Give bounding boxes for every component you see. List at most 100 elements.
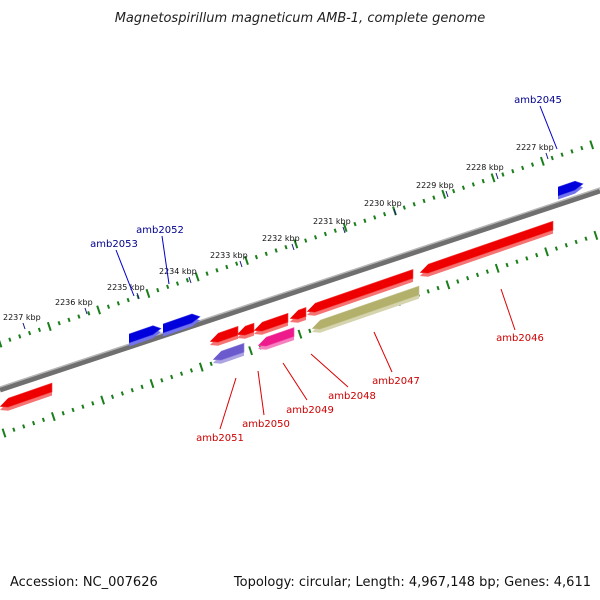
outer-ring-minor-tick: [452, 188, 456, 194]
gene-amb2051-body: [210, 326, 238, 343]
inner-ring-minor-tick: [130, 387, 134, 393]
outer-ring-minor-tick: [501, 172, 505, 177]
gene-unlabeled-b-edge: [253, 312, 289, 332]
inner-ring-major-tick: [100, 395, 106, 405]
gene-callouts: amb2045 amb2046 amb2047 amb2048 amb2049 amb20…: [90, 95, 562, 444]
outer-ring-minor-tick: [511, 169, 515, 174]
outer-ring-major-tick: [96, 305, 101, 315]
inner-ring-minor-tick: [426, 289, 430, 294]
inner-ring-minor-tick: [22, 424, 26, 429]
inner-ring-minor-tick: [110, 394, 115, 399]
gene-amb2048: [306, 269, 414, 316]
kbp-connector: [84, 307, 88, 315]
inner-ring-minor-tick: [308, 328, 312, 334]
inner-ring-minor-tick: [170, 374, 174, 380]
outer-ring-minor-tick: [166, 284, 170, 290]
kbp-label: 2232 kbp: [262, 234, 300, 243]
inner-ring-major-tick: [593, 230, 599, 240]
inner-ring-minor-tick: [475, 272, 480, 278]
gene-unlabeled-a-body: [237, 323, 254, 336]
gene-amb2053-body: [129, 325, 161, 343]
outer-ring-minor-tick: [530, 162, 535, 167]
outer-ring-minor-tick: [274, 248, 278, 253]
inner-ring-minor-tick: [564, 243, 568, 248]
gene-label-amb2045: amb2045: [514, 95, 562, 106]
gene-amb2049: [257, 327, 295, 350]
inner-ring-minor-tick: [515, 259, 519, 264]
gene-amb2053-edge: [128, 325, 162, 344]
inner-ring-minor-tick: [505, 262, 509, 268]
gene-amb2048-edge: [306, 269, 414, 313]
gene-amb2049-edge: [257, 327, 295, 347]
callout-line-amb2051: [219, 377, 237, 430]
outer-ring-major-tick: [46, 321, 52, 332]
outer-ring-minor-tick: [304, 238, 308, 243]
genome-summary-text: Topology: circular; Length: 4,967,148 bp…: [233, 575, 591, 590]
outer-ring-minor-tick: [471, 182, 475, 187]
callout-line-amb2046: [500, 288, 516, 331]
outer-ring-minor-tick: [580, 145, 584, 151]
outer-ring-minor-tick: [402, 205, 406, 210]
outer-ring-minor-tick: [175, 281, 180, 286]
gene-label-amb2047: amb2047: [372, 376, 420, 387]
kbp-label: 2233 kbp: [210, 251, 248, 260]
outer-ring-minor-tick: [353, 221, 357, 227]
outer-ring-minor-tick: [106, 304, 111, 309]
inner-ring-minor-tick: [189, 368, 194, 373]
inner-ring-minor-tick: [12, 427, 16, 432]
outer-ring-major-tick: [0, 339, 3, 348]
callout-line-amb2050: [257, 370, 265, 416]
kbp-connector: [239, 260, 243, 268]
outer-ring-major-tick: [342, 222, 348, 232]
outer-ring-minor-tick: [373, 215, 377, 220]
inner-ring-minor-tick: [525, 256, 529, 261]
inner-ring-major-tick: [544, 247, 549, 257]
callout-line-amb2052: [161, 235, 170, 285]
kbp-label: 2231 kbp: [313, 217, 351, 226]
kbp-connector: [188, 276, 192, 284]
inner-ring-minor-tick: [436, 285, 440, 291]
kbp-connector: [291, 243, 295, 251]
outer-ring-minor-tick: [18, 334, 22, 339]
inner-ring-minor-tick: [574, 239, 578, 245]
kbp-connector: [22, 322, 26, 330]
outer-ring-major-tick: [539, 156, 545, 166]
inner-ring-minor-tick: [41, 417, 46, 423]
gene-label-amb2048: amb2048: [328, 391, 376, 402]
inner-ring-major-tick: [494, 263, 500, 273]
inner-ring-major-tick: [297, 329, 303, 339]
outer-ring-minor-tick: [363, 218, 367, 223]
outer-ring-minor-tick: [235, 261, 239, 266]
kbp-label: 2228 kbp: [466, 163, 504, 172]
gene-amb2046: [419, 220, 554, 277]
outer-ring-minor-tick: [521, 165, 525, 171]
inner-ring-minor-tick: [466, 275, 470, 281]
inner-ring-minor-tick: [91, 401, 95, 406]
outer-ring-minor-tick: [254, 254, 258, 260]
gene-unlabeled-c: [289, 307, 307, 323]
callout-line-amb2048: [310, 353, 349, 388]
gene-label-amb2050: amb2050: [242, 419, 290, 430]
gene-amb2053: [128, 325, 162, 347]
outer-ring-minor-tick: [77, 314, 81, 319]
inner-ring-minor-tick: [160, 378, 164, 383]
gene-label-amb2051: amb2051: [196, 433, 244, 444]
outer-ring-minor-tick: [215, 268, 219, 273]
gene-unlabeled-a: [236, 322, 255, 339]
outer-ring-minor-tick: [87, 311, 91, 316]
callout-line-amb2049: [282, 362, 308, 401]
inner-ring-minor-tick: [140, 384, 144, 390]
gene-features: [0, 180, 584, 411]
outer-ring-major-tick: [145, 288, 151, 299]
outer-ring-minor-tick: [412, 202, 416, 207]
gene-amb2052-edge: [162, 313, 201, 334]
outer-ring-minor-tick: [560, 152, 564, 157]
inner-ring-major-tick: [248, 346, 253, 356]
outer-ring-minor-tick: [185, 278, 189, 283]
kbp-label: 2234 kbp: [159, 267, 197, 276]
inner-ring-major-tick: [50, 411, 56, 422]
gene-amb2045: [557, 180, 584, 200]
genome-backbone: [0, 187, 600, 393]
gene-unlabeled-b: [253, 312, 289, 335]
